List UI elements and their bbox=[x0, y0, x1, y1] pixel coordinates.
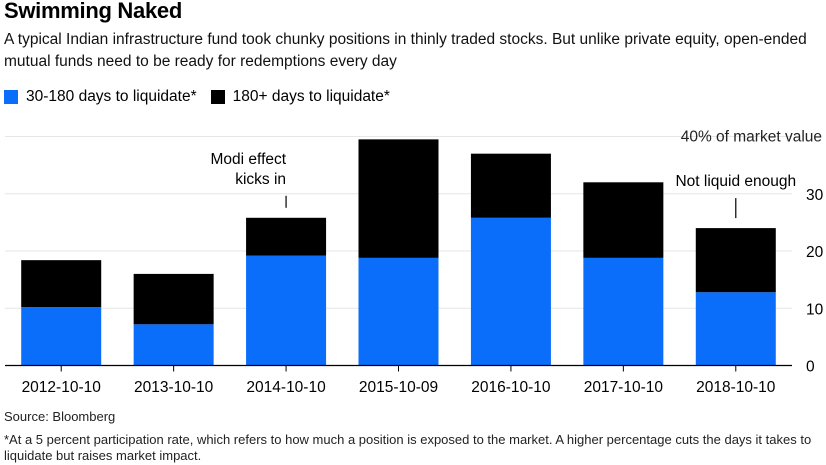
source-note: Source: Bloomberg bbox=[4, 409, 116, 424]
legend-label: 180+ days to liquidate* bbox=[232, 88, 390, 105]
bar-segment-180-plus bbox=[695, 228, 776, 293]
bar-segment-30-180 bbox=[583, 257, 664, 366]
chart-subtitle: A typical Indian infrastructure fund too… bbox=[4, 31, 807, 70]
legend-swatch-blue bbox=[4, 90, 18, 104]
bar-segment-30-180 bbox=[470, 217, 551, 366]
bar-segment-180-plus bbox=[246, 217, 327, 256]
annotation-text: kicks in bbox=[235, 171, 286, 188]
legend-item-180-plus: 180+ days to liquidate* bbox=[210, 88, 390, 106]
annotation-text: Not liquid enough bbox=[675, 173, 796, 190]
footnote: *At a 5 percent participation rate, whic… bbox=[4, 432, 812, 463]
x-tick-label: 2017-10-10 bbox=[584, 379, 664, 396]
x-tick-label: 2018-10-10 bbox=[696, 379, 776, 396]
x-tick-label: 2012-10-10 bbox=[22, 379, 102, 396]
legend-item-30-180: 30-180 days to liquidate* bbox=[4, 88, 197, 106]
y-tick-label: 0 bbox=[806, 359, 815, 376]
legend-swatch-black bbox=[210, 90, 225, 104]
chart-title: Swimming Naked bbox=[4, 0, 182, 23]
bar-segment-30-180 bbox=[358, 257, 439, 366]
bar-segment-30-180 bbox=[21, 307, 102, 366]
bar-segment-30-180 bbox=[133, 324, 214, 366]
legend-label: 30-180 days to liquidate* bbox=[26, 88, 197, 105]
bar-segment-30-180 bbox=[695, 292, 776, 366]
bar-segment-180-plus bbox=[133, 273, 214, 325]
y-tick-label: 30 bbox=[806, 187, 824, 204]
bar-segment-180-plus bbox=[358, 139, 439, 258]
x-tick-label: 2016-10-10 bbox=[471, 379, 551, 396]
x-tick-label: 2014-10-10 bbox=[246, 379, 326, 396]
y-axis-label: 40% of market value bbox=[681, 129, 822, 146]
legend: 30-180 days to liquidate* 180+ days to l… bbox=[4, 88, 390, 106]
y-tick-label: 20 bbox=[806, 244, 824, 261]
bar-segment-180-plus bbox=[470, 153, 551, 218]
y-tick-label: 10 bbox=[806, 301, 824, 318]
bar-segment-180-plus bbox=[21, 260, 102, 308]
x-tick-label: 2015-10-09 bbox=[359, 379, 438, 396]
bar-segment-180-plus bbox=[583, 182, 664, 258]
annotation-text: Modi effect bbox=[211, 151, 287, 168]
x-tick-label: 2013-10-10 bbox=[134, 379, 214, 396]
bar-segment-30-180 bbox=[246, 255, 327, 366]
